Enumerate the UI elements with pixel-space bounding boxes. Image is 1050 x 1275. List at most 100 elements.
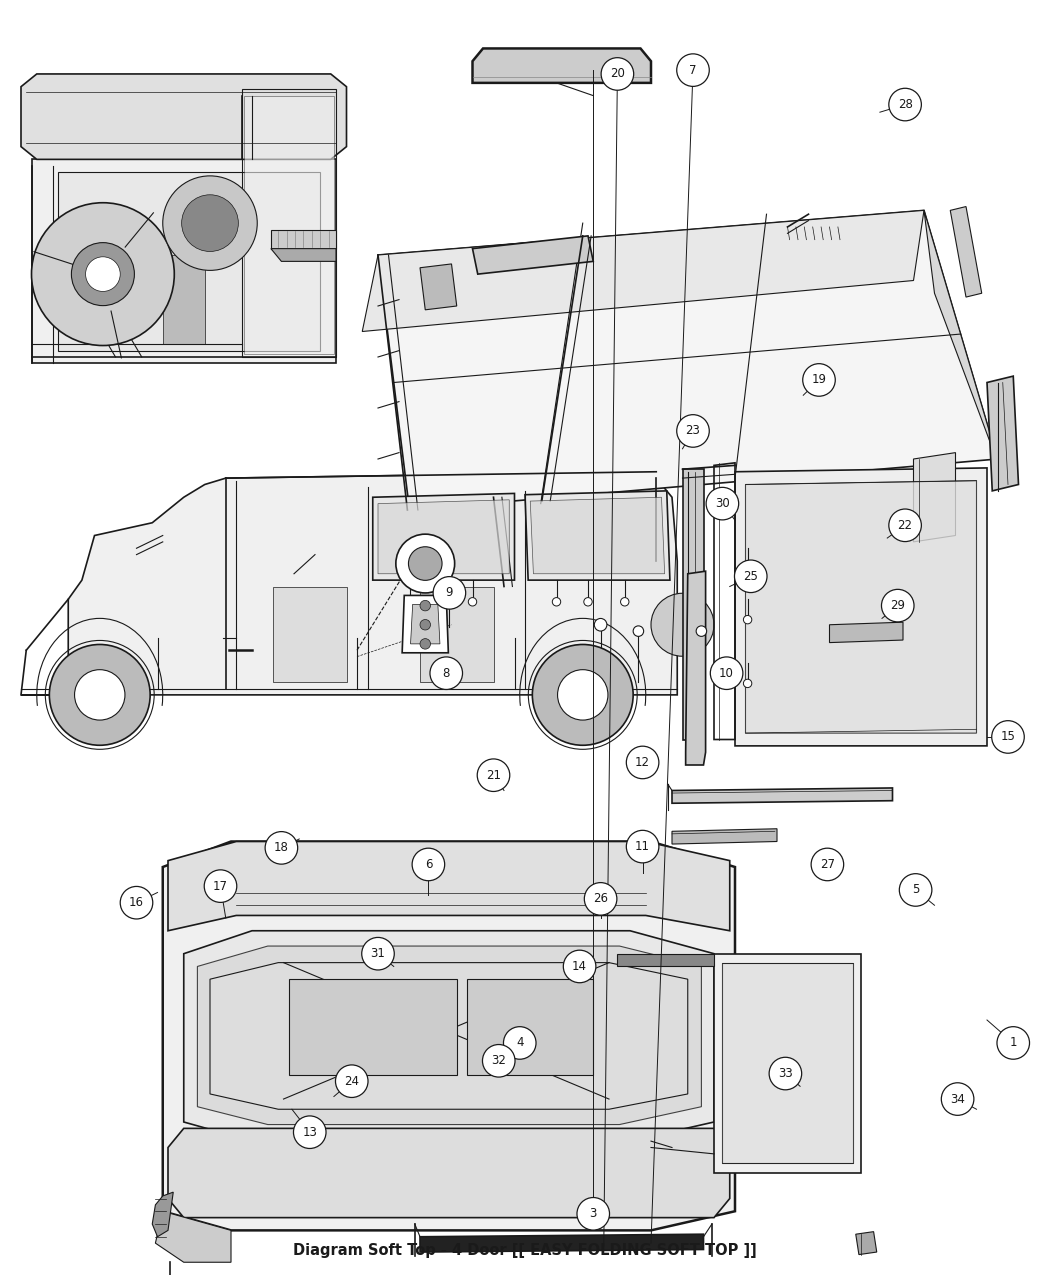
Text: 5: 5 — [911, 884, 920, 896]
Circle shape — [734, 560, 766, 593]
Polygon shape — [525, 491, 670, 580]
Circle shape — [336, 1065, 367, 1098]
Text: 9: 9 — [445, 586, 454, 599]
Polygon shape — [168, 1128, 730, 1218]
Text: 31: 31 — [371, 947, 385, 960]
Circle shape — [626, 746, 659, 779]
Text: 18: 18 — [274, 842, 289, 854]
Circle shape — [396, 534, 455, 593]
Circle shape — [420, 620, 430, 630]
Text: 7: 7 — [689, 64, 697, 76]
Circle shape — [265, 831, 298, 864]
Circle shape — [437, 598, 445, 606]
Polygon shape — [924, 210, 1006, 484]
Circle shape — [85, 256, 120, 292]
Polygon shape — [420, 264, 457, 310]
Circle shape — [412, 848, 444, 881]
Circle shape — [888, 509, 922, 542]
Circle shape — [361, 937, 395, 970]
Circle shape — [420, 639, 430, 649]
Circle shape — [558, 669, 608, 720]
Text: 13: 13 — [302, 1126, 317, 1139]
Circle shape — [743, 616, 752, 623]
Text: 14: 14 — [572, 960, 587, 973]
Text: 33: 33 — [778, 1067, 793, 1080]
Polygon shape — [210, 963, 688, 1109]
Polygon shape — [163, 842, 735, 1230]
Polygon shape — [373, 493, 514, 580]
Polygon shape — [244, 96, 334, 354]
Polygon shape — [271, 230, 336, 249]
Circle shape — [182, 195, 238, 251]
Text: 25: 25 — [743, 570, 758, 583]
Circle shape — [594, 618, 607, 631]
Circle shape — [477, 759, 510, 792]
Polygon shape — [402, 595, 448, 653]
Circle shape — [532, 644, 633, 746]
Circle shape — [743, 565, 752, 572]
Text: 27: 27 — [820, 858, 835, 871]
Circle shape — [991, 720, 1025, 754]
Polygon shape — [420, 586, 493, 682]
Polygon shape — [32, 159, 336, 363]
Circle shape — [710, 657, 742, 690]
Circle shape — [408, 547, 442, 580]
Polygon shape — [21, 74, 346, 159]
Polygon shape — [856, 1232, 877, 1255]
Polygon shape — [378, 500, 509, 574]
Circle shape — [706, 487, 738, 520]
Polygon shape — [21, 472, 677, 695]
Circle shape — [71, 242, 134, 306]
Text: 8: 8 — [442, 667, 450, 680]
Polygon shape — [714, 954, 861, 1173]
Circle shape — [621, 598, 629, 606]
Polygon shape — [467, 979, 593, 1075]
Polygon shape — [273, 586, 346, 682]
Circle shape — [676, 414, 710, 448]
Text: 20: 20 — [610, 68, 625, 80]
Circle shape — [696, 626, 707, 636]
Circle shape — [601, 57, 633, 91]
Polygon shape — [722, 963, 853, 1163]
Polygon shape — [420, 1234, 704, 1252]
Circle shape — [899, 873, 932, 907]
Polygon shape — [672, 788, 892, 803]
Text: 12: 12 — [635, 756, 650, 769]
Circle shape — [676, 54, 710, 87]
Circle shape — [584, 598, 592, 606]
Circle shape — [633, 626, 644, 636]
Circle shape — [564, 950, 596, 983]
Polygon shape — [168, 842, 730, 931]
Circle shape — [204, 870, 237, 903]
Text: 17: 17 — [213, 880, 228, 892]
Circle shape — [584, 882, 616, 915]
Text: 6: 6 — [424, 858, 433, 871]
Polygon shape — [746, 481, 977, 733]
Circle shape — [120, 886, 153, 919]
Polygon shape — [672, 829, 777, 844]
Polygon shape — [184, 931, 714, 1141]
Polygon shape — [163, 255, 205, 344]
Text: 22: 22 — [898, 519, 912, 532]
Circle shape — [942, 1082, 974, 1116]
Circle shape — [996, 1026, 1029, 1060]
Text: 11: 11 — [635, 840, 650, 853]
Circle shape — [552, 598, 561, 606]
Circle shape — [32, 203, 174, 346]
Text: 4: 4 — [516, 1037, 524, 1049]
Text: 3: 3 — [589, 1207, 597, 1220]
Polygon shape — [155, 1211, 231, 1262]
Circle shape — [504, 1026, 536, 1060]
Circle shape — [881, 589, 914, 622]
Polygon shape — [682, 469, 704, 740]
Circle shape — [294, 1116, 325, 1149]
Text: 32: 32 — [491, 1054, 506, 1067]
Circle shape — [626, 830, 659, 863]
Circle shape — [743, 680, 752, 687]
Polygon shape — [914, 453, 956, 542]
Circle shape — [468, 598, 477, 606]
Circle shape — [811, 848, 844, 881]
Circle shape — [163, 176, 257, 270]
Polygon shape — [362, 210, 924, 332]
Text: 16: 16 — [129, 896, 144, 909]
